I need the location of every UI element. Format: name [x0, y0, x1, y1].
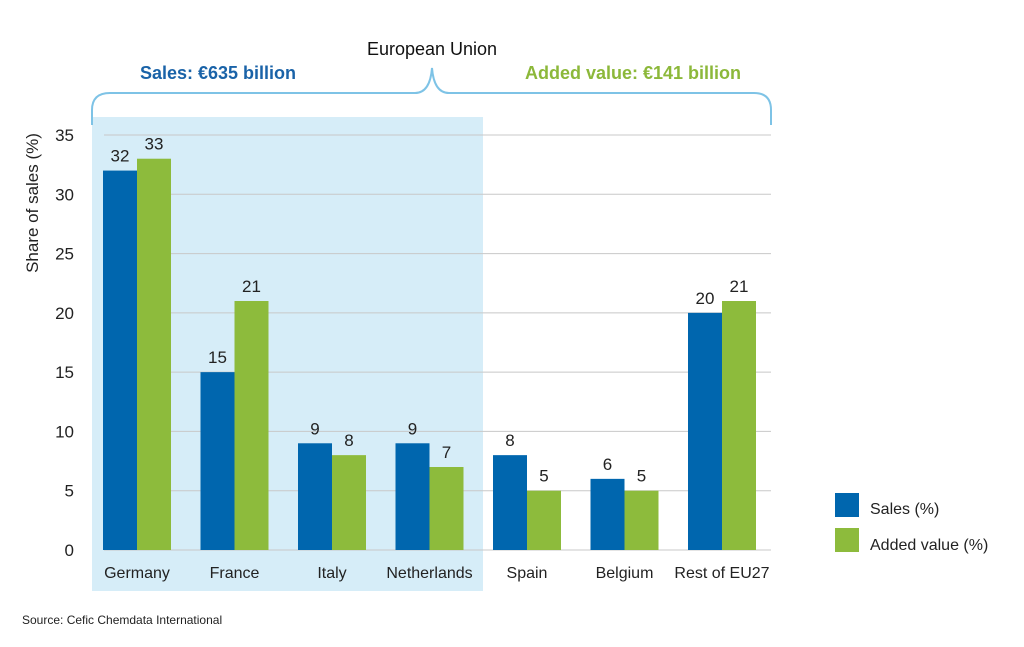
bar-sales — [493, 455, 527, 550]
data-label: 21 — [730, 277, 749, 296]
data-label: 15 — [208, 348, 227, 367]
y-tick-label: 5 — [65, 482, 74, 501]
data-label: 9 — [310, 419, 319, 438]
data-label: 21 — [242, 277, 261, 296]
legend: Sales (%) Added value (%) — [835, 493, 988, 554]
bar-added-value — [332, 455, 366, 550]
data-label: 20 — [696, 289, 715, 308]
bar-sales — [688, 312, 722, 550]
y-tick-label: 20 — [55, 304, 74, 323]
data-label: 5 — [637, 467, 646, 486]
data-label: 8 — [505, 431, 514, 450]
bar-sales — [298, 443, 332, 550]
bar-sales — [395, 443, 430, 550]
data-label: 6 — [603, 455, 612, 474]
legend-swatch-sales — [835, 493, 859, 517]
legend-label-sales: Sales (%) — [870, 501, 939, 518]
data-label: 32 — [111, 147, 130, 166]
legend-label-added-value: Added value (%) — [870, 537, 988, 554]
bar-sales — [590, 478, 625, 550]
y-tick-label: 15 — [55, 363, 74, 382]
x-tick-label: Belgium — [596, 565, 654, 582]
sales-total-label: Sales: €635 billion — [140, 63, 296, 83]
x-tick-label: Spain — [507, 565, 548, 582]
bar-sales — [103, 170, 137, 551]
bar-sales — [200, 372, 235, 550]
bar-added-value — [137, 158, 171, 550]
x-tick-label: France — [210, 565, 260, 582]
bar-added-value — [624, 490, 659, 550]
chart-title: European Union — [367, 39, 497, 59]
data-label: 8 — [344, 431, 353, 450]
data-label: 7 — [442, 443, 451, 462]
y-axis-label: Share of sales (%) — [23, 133, 42, 273]
bar-added-value — [429, 467, 464, 550]
y-tick-label: 25 — [55, 245, 74, 264]
y-tick-label: 30 — [55, 185, 74, 204]
data-label: 9 — [408, 419, 417, 438]
y-axis-ticks: 0 5 10 15 20 25 30 35 — [55, 126, 74, 560]
y-tick-label: 10 — [55, 422, 74, 441]
x-tick-label: Germany — [104, 565, 170, 582]
bars: 32 33 15 21 9 8 9 7 8 5 6 5 20 21 — [103, 135, 756, 551]
bar-added-value — [234, 301, 269, 550]
source-note: Source: Cefic Chemdata International — [22, 613, 222, 627]
legend-swatch-added-value — [835, 528, 859, 552]
x-tick-label: Rest of EU27 — [674, 565, 769, 582]
x-tick-label: Netherlands — [386, 565, 472, 582]
y-tick-label: 35 — [55, 126, 74, 145]
x-tick-label: Italy — [317, 565, 346, 582]
added-value-total-label: Added value: €141 billion — [525, 63, 741, 83]
x-axis-labels: Germany France Italy Netherlands Spain Belgiu… — [104, 565, 770, 582]
data-label: 33 — [145, 135, 164, 154]
data-label: 5 — [539, 467, 548, 486]
bar-added-value — [527, 490, 561, 550]
bar-added-value — [722, 301, 756, 550]
y-tick-label: 0 — [65, 541, 74, 560]
european-union-brace — [91, 67, 772, 125]
